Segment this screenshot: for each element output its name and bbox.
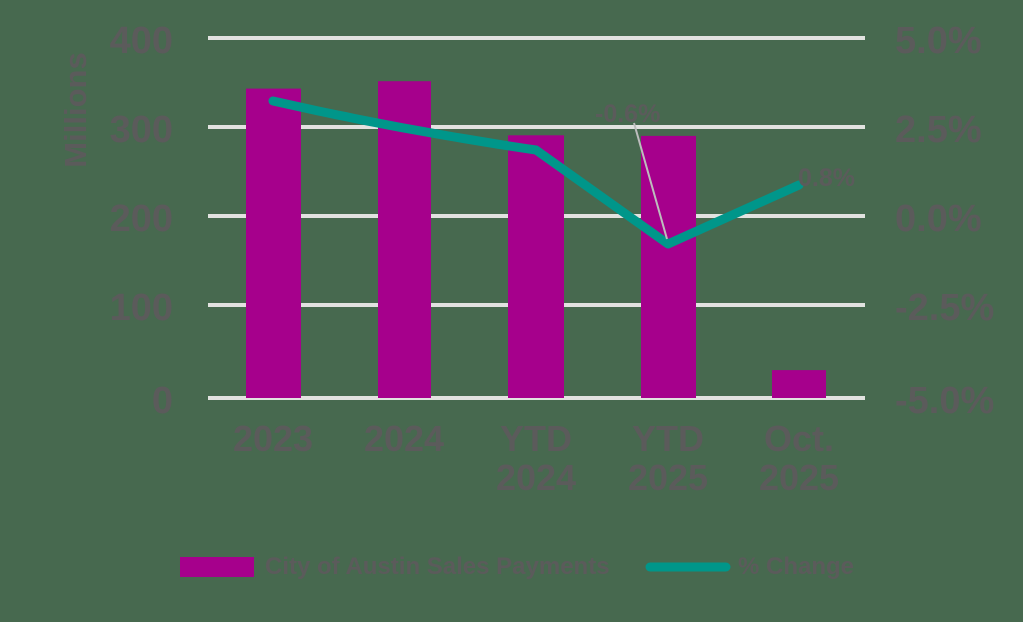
svg-text:2.5%: 2.5% <box>895 109 982 151</box>
svg-text:2025: 2025 <box>759 457 839 498</box>
svg-text:Millions: Millions <box>58 52 93 167</box>
svg-text:% Change: % Change <box>738 553 854 580</box>
svg-text:0: 0 <box>152 380 173 422</box>
svg-text:0.0%: 0.0% <box>895 198 982 240</box>
svg-text:City of Austin Sales Payments: City of Austin Sales Payments <box>265 553 610 580</box>
svg-text:2024: 2024 <box>496 457 576 498</box>
svg-text:0.8%: 0.8% <box>798 164 855 192</box>
svg-text:-0.6%: -0.6% <box>595 100 660 128</box>
svg-text:2025: 2025 <box>628 457 708 498</box>
svg-text:400: 400 <box>110 20 173 62</box>
svg-text:2024: 2024 <box>364 418 444 459</box>
svg-text:2023: 2023 <box>233 418 313 459</box>
svg-text:YTD: YTD <box>632 418 704 459</box>
svg-text:5.0%: 5.0% <box>895 20 982 62</box>
svg-text:100: 100 <box>110 287 173 329</box>
svg-text:-2.5%: -2.5% <box>895 287 994 329</box>
svg-text:200: 200 <box>110 198 173 240</box>
svg-text:YTD: YTD <box>500 418 572 459</box>
svg-text:300: 300 <box>110 109 173 151</box>
svg-text:Oct.: Oct. <box>764 418 834 459</box>
svg-text:-5.0%: -5.0% <box>895 380 994 422</box>
